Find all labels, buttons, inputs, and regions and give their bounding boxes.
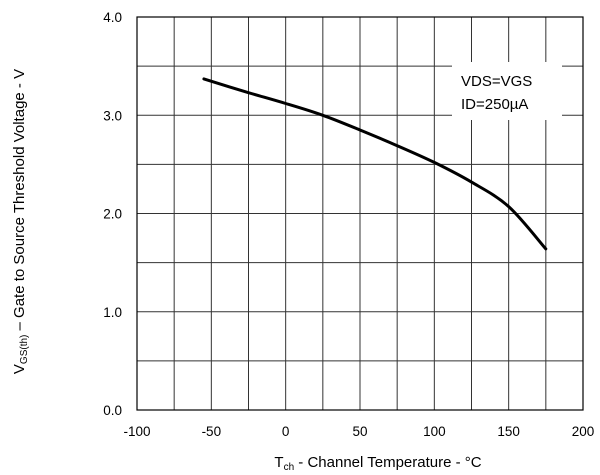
annotation-id: ID=250µA <box>461 96 528 113</box>
y-tick-labels: 0.0 1.0 2.0 3.0 4.0 <box>103 10 122 418</box>
y-tick-label: 4.0 <box>103 10 122 25</box>
x-axis-label: Tch - Channel Temperature - °C <box>274 454 481 473</box>
y-axis-label: VGS(th) – Gate to Source Threshold Volta… <box>11 69 30 374</box>
x-tick-label: 50 <box>352 424 367 439</box>
x-tick-label: 100 <box>423 424 446 439</box>
series-line-0 <box>202 77 548 251</box>
annotation-box: VDS=VGS ID=250µA <box>452 62 562 120</box>
x-tick-label: 0 <box>282 424 290 439</box>
y-axis-label-prefix: V <box>11 364 28 374</box>
y-axis-label-text: – Gate to Source Threshold Voltage - V <box>11 69 28 335</box>
plot-frame <box>136 16 584 411</box>
annotation-vds: VDS=VGS <box>461 73 532 90</box>
y-tick-label: 3.0 <box>103 108 122 123</box>
x-tick-label: 150 <box>497 424 520 439</box>
annotation-background <box>452 62 562 120</box>
y-tick-label: 2.0 <box>103 207 122 222</box>
y-tick-label: 1.0 <box>103 305 122 320</box>
series-layer <box>202 77 548 251</box>
x-tick-labels: -100 -50 0 50 100 150 200 <box>123 424 594 439</box>
y-tick-label: 0.0 <box>103 403 122 418</box>
x-axis-label-text: - Channel Temperature - °C <box>294 454 482 471</box>
x-tick-label: -50 <box>202 424 222 439</box>
x-axis-label-subscript: ch <box>284 462 295 473</box>
y-axis-label-subscript: GS(th) <box>19 335 30 364</box>
x-axis-label-prefix: T <box>274 454 283 471</box>
x-tick-label: -100 <box>123 424 150 439</box>
x-tick-label: 200 <box>572 424 595 439</box>
